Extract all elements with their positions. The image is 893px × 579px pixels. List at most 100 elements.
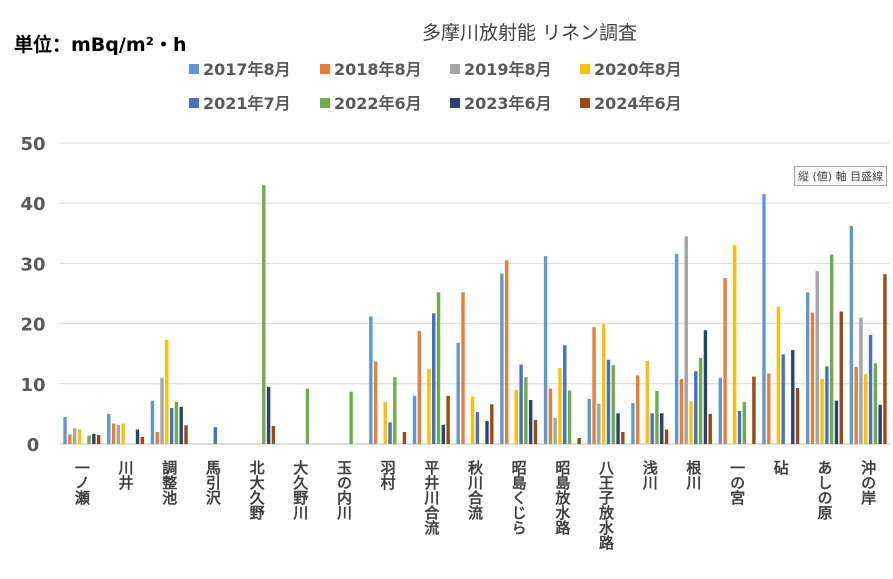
x-tick-label: 羽村 [379, 460, 397, 491]
legend-label: 2020年8月 [594, 60, 682, 79]
bar [703, 330, 708, 444]
bar [839, 311, 843, 444]
bar [169, 407, 174, 444]
legend-label: 2022年6月 [334, 94, 422, 113]
bar [854, 366, 858, 444]
x-tick-label: 大久野川 [291, 459, 309, 520]
bar [664, 429, 669, 444]
bar [606, 359, 611, 444]
bar [694, 371, 698, 444]
bar [111, 423, 116, 444]
bar [475, 412, 480, 444]
bar [548, 388, 553, 444]
bar [383, 401, 387, 444]
bar [500, 273, 504, 444]
x-tick-label: 昭島くじら [510, 460, 528, 535]
y-axis: 0 10 20 30 40 50 [20, 134, 45, 456]
bar [160, 377, 164, 444]
bar [645, 360, 650, 444]
bar [155, 431, 159, 444]
bar [436, 292, 441, 444]
bar [718, 377, 723, 444]
bar [427, 368, 431, 444]
bar [698, 357, 703, 444]
bar [815, 271, 819, 444]
bar [883, 274, 887, 444]
bar [655, 391, 659, 444]
bar [165, 339, 169, 444]
x-tick-label: 玉の内川 [335, 460, 353, 520]
bar [679, 378, 684, 444]
bar [650, 413, 654, 444]
bar [674, 253, 679, 444]
bar [878, 404, 882, 444]
bar [776, 306, 781, 444]
bar [271, 425, 276, 444]
bar [412, 395, 417, 444]
x-tick-label: 秋川合流 [466, 459, 484, 521]
bar [577, 437, 581, 444]
bar [417, 330, 422, 444]
bar [708, 413, 712, 444]
bar [369, 316, 373, 444]
bar [737, 410, 742, 444]
bar [553, 418, 557, 444]
legend-label: 2018年8月 [334, 60, 422, 79]
legend-label: 2019年8月 [464, 60, 552, 79]
x-tick-label: 一の宮 [728, 460, 746, 506]
legend-label: 2021年7月 [203, 94, 291, 113]
legend-label: 2017年8月 [203, 60, 291, 79]
x-tick-label: 川井 [117, 460, 135, 491]
gridlines[interactable] [60, 142, 890, 445]
bar [733, 245, 737, 444]
x-tick-label: 沖の岸 [859, 459, 877, 506]
bar [184, 425, 188, 444]
bar [558, 368, 562, 444]
bar [68, 434, 72, 444]
bar [96, 434, 101, 444]
bar [752, 376, 756, 444]
y-tick-label: 30 [20, 254, 45, 275]
bar [805, 292, 810, 444]
bar [616, 413, 620, 444]
bar [631, 403, 635, 444]
x-tick-label: 一ノ瀬 [73, 460, 91, 506]
bar [543, 256, 548, 444]
bar [868, 335, 873, 444]
bar [470, 396, 475, 444]
bar [519, 364, 523, 444]
bar [621, 431, 625, 444]
bar [140, 436, 145, 444]
y-tick-label: 0 [27, 435, 40, 456]
y-tick-label: 40 [20, 194, 45, 215]
bar [63, 416, 67, 444]
bar [597, 403, 601, 444]
x-tick-label: 北大久野 [248, 460, 266, 521]
x-tick-label: 砧 [772, 459, 790, 476]
legend: 2017年8月 2018年8月 2019年8月 2020年8月 2021年7月 2022年… [189, 60, 682, 113]
legend-swatch [320, 98, 330, 108]
bar [781, 354, 785, 444]
bars [63, 185, 887, 444]
bar [684, 236, 688, 444]
bar [121, 423, 125, 444]
bar [432, 313, 436, 444]
chart-title: 多摩川放射能 リネン調査 [422, 22, 638, 44]
bar [592, 327, 596, 444]
bar [567, 390, 572, 444]
bar [150, 400, 155, 444]
bar [490, 404, 494, 444]
bar [179, 406, 183, 444]
bar [829, 254, 834, 444]
bar [504, 260, 509, 444]
x-tick-label: 馬引沢 [204, 460, 222, 506]
bar [514, 389, 518, 444]
x-axis: 一ノ瀬 川井 調整池 馬引沢 北大久野 大久野川 玉の内川 羽村 平井川合流 秋川合流 昭島くじら 昭… [73, 459, 877, 550]
bar [820, 378, 824, 444]
bar [528, 400, 533, 444]
bar [92, 433, 96, 444]
bar [116, 424, 121, 444]
bar [563, 345, 567, 444]
bar [262, 185, 266, 444]
